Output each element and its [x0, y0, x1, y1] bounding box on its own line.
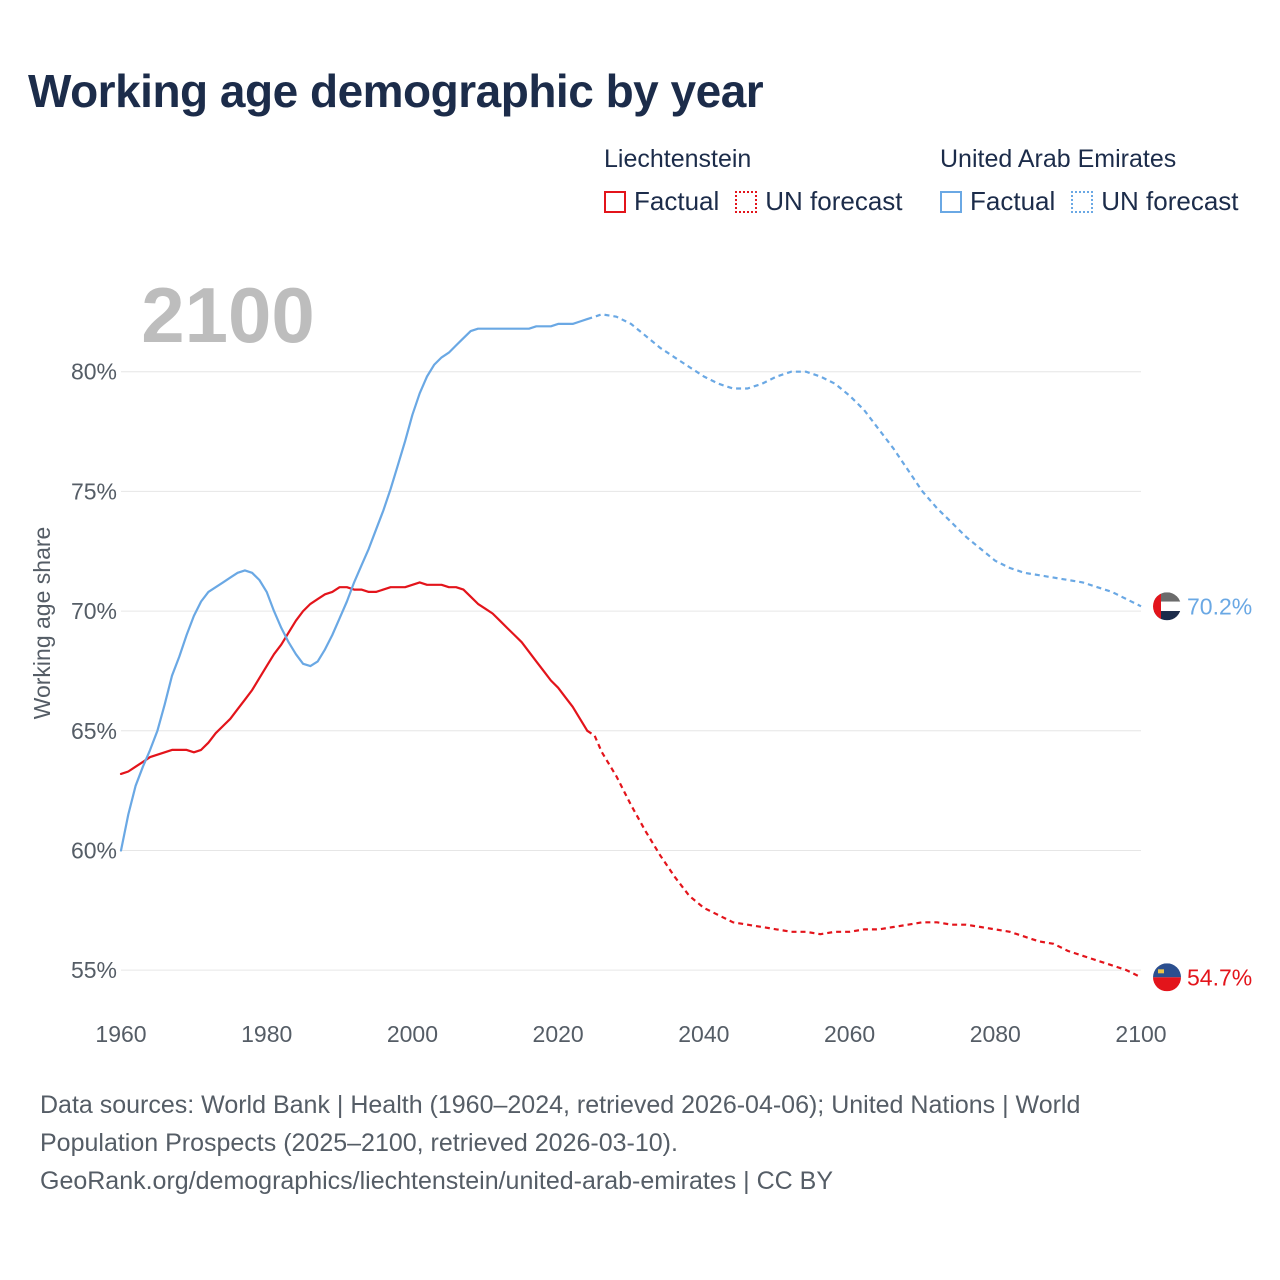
series-line-united-arab-emirates-factual — [119, 318, 589, 852]
legend-item-forecast[interactable]: UN forecast — [735, 186, 903, 217]
factual-swatch-icon — [604, 190, 626, 213]
y-tick-label: 55% — [71, 957, 117, 983]
y-tick-label: 70% — [71, 598, 117, 624]
series-line-liechtenstein-factual — [119, 581, 589, 775]
legend-forecast-label: UN forecast — [1101, 186, 1239, 216]
factual-swatch-icon — [940, 190, 962, 213]
legend-liechtenstein: Liechtenstein Factual UN forecast — [604, 144, 903, 217]
liechtenstein-end-label: 54.7% — [1187, 964, 1252, 990]
legend-item-factual[interactable]: Factual — [940, 186, 1055, 217]
line-chart: 55% 60% 65% 70% 75% 80% 1960 1980 2000 2020 2040 2… — [29, 271, 1252, 1047]
legend-factual-label: Factual — [970, 186, 1056, 216]
series-line-liechtenstein-forecast — [586, 729, 1142, 979]
gridlines — [121, 371, 1141, 971]
uae-flag-icon — [1153, 592, 1181, 621]
legend-item-factual[interactable]: Factual — [604, 186, 719, 217]
chart-title: Working age demographic by year — [28, 65, 764, 117]
series-line-united-arab-emirates-forecast — [586, 313, 1142, 608]
liechtenstein-flag-icon — [1153, 963, 1181, 992]
source-note: Data sources: World Bank | Health (1960–… — [40, 1086, 1240, 1200]
y-axis-label: Working age share — [29, 527, 55, 720]
y-tick-label: 80% — [71, 359, 117, 385]
legend-country-label: United Arab Emirates — [940, 145, 1177, 173]
legend-uae: United Arab Emirates Factual UN forecast — [940, 144, 1239, 217]
x-tick-label: 2080 — [970, 1021, 1021, 1047]
year-watermark: 2100 — [141, 271, 315, 359]
source-line-3[interactable]: GeoRank.org/demographics/liechtenstein/u… — [40, 1167, 833, 1195]
x-axis-ticks: 1960 1980 2000 2020 2040 2060 2080 2100 — [95, 1021, 1166, 1047]
legend-factual-label: Factual — [634, 186, 720, 216]
y-tick-label: 75% — [71, 478, 117, 504]
source-line-2: Population Prospects (2025–2100, retriev… — [40, 1129, 678, 1157]
series-lines — [119, 313, 1142, 979]
x-tick-label: 1960 — [95, 1021, 146, 1047]
forecast-swatch-icon — [1071, 190, 1094, 213]
y-tick-label: 60% — [71, 837, 117, 863]
x-tick-label: 1980 — [241, 1021, 292, 1047]
uae-end-label: 70.2% — [1187, 593, 1252, 619]
x-tick-label: 2000 — [387, 1021, 438, 1047]
x-tick-label: 2040 — [678, 1021, 729, 1047]
x-tick-label: 2100 — [1115, 1021, 1166, 1047]
x-tick-label: 2060 — [824, 1021, 875, 1047]
legend-item-forecast[interactable]: UN forecast — [1071, 186, 1239, 217]
end-markers: 54.7% 70.2% — [1153, 592, 1252, 992]
forecast-swatch-icon — [735, 190, 758, 213]
y-axis-ticks: 55% 60% 65% 70% 75% 80% — [71, 359, 117, 983]
legend-forecast-label: UN forecast — [765, 186, 903, 216]
source-line-1: Data sources: World Bank | Health (1960–… — [40, 1091, 1081, 1119]
x-tick-label: 2020 — [533, 1021, 584, 1047]
y-tick-label: 65% — [71, 718, 117, 744]
legend-country-label: Liechtenstein — [604, 145, 752, 173]
